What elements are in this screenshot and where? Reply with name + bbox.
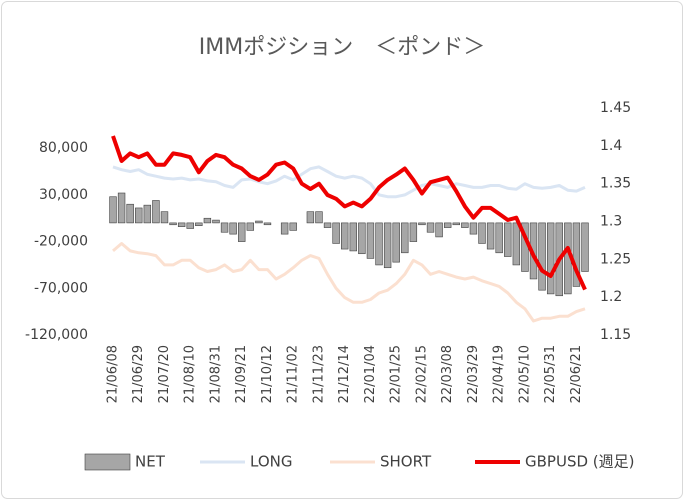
- bar: [280, 222, 289, 235]
- bar: [461, 222, 469, 228]
- bar: [349, 222, 357, 252]
- y2-tick-label: 1.2: [600, 289, 622, 305]
- bar: [418, 222, 426, 226]
- y2-tick-label: 1.25: [600, 251, 631, 267]
- legend-swatch: [84, 453, 131, 471]
- x-tick-label: 21/07/20: [157, 345, 172, 403]
- chart-title: IMMポジション ＜ポンド＞: [199, 35, 485, 60]
- bar: [341, 222, 349, 250]
- x-tick-label: 22/05/31: [543, 345, 558, 403]
- y2-tick-label: 1.3: [600, 214, 622, 230]
- line: [112, 242, 586, 323]
- bar: [435, 222, 443, 238]
- x-tick-label: 21/06/29: [131, 345, 146, 403]
- bar: [135, 207, 143, 224]
- x-tick-label: 22/03/29: [466, 345, 481, 403]
- x-tick-label: 22/03/08: [440, 345, 455, 403]
- bar: [546, 222, 555, 295]
- bar: [366, 222, 375, 259]
- x-tick-label: 22/02/15: [414, 345, 429, 403]
- bar: [143, 204, 152, 224]
- bar: [358, 222, 366, 255]
- bar: [452, 222, 460, 226]
- x-tick-label: 22/01/04: [363, 345, 378, 403]
- legend-label: NET: [135, 453, 166, 471]
- y2-tick-label: 1.45: [600, 100, 631, 116]
- x-tick-label: 22/06/21: [569, 345, 584, 403]
- bar: [383, 222, 392, 269]
- bar: [486, 222, 495, 250]
- bar: [220, 222, 229, 233]
- bar: [255, 220, 263, 224]
- line: [111, 135, 587, 291]
- y-tick-label: -20,000: [34, 234, 88, 250]
- bar: [426, 222, 435, 233]
- x-tick-label: 21/09/21: [234, 345, 249, 403]
- x-tick-label: 22/05/10: [517, 345, 532, 403]
- bar: [375, 222, 383, 266]
- x-tick-label: 22/01/25: [389, 345, 404, 403]
- x-tick-label: 21/08/31: [208, 345, 223, 403]
- bar: [478, 222, 486, 244]
- bar: [238, 222, 246, 242]
- bar: [152, 200, 160, 224]
- bar: [186, 222, 194, 229]
- bar: [572, 222, 581, 287]
- bar: [160, 211, 169, 224]
- bar: [229, 222, 237, 235]
- bar: [495, 222, 503, 254]
- legend-label: LONG: [250, 453, 292, 471]
- legend-label: SHORT: [380, 453, 432, 471]
- x-tick-label: 21/11/23: [311, 345, 326, 403]
- x-tick-label: 21/12/14: [337, 345, 352, 403]
- legend-label: GBPUSD (週足): [525, 453, 634, 471]
- bar: [212, 219, 220, 224]
- bar: [177, 222, 186, 227]
- y-tick-label: 80,000: [39, 140, 88, 156]
- y-tick-label: -70,000: [34, 280, 88, 296]
- bar: [538, 222, 546, 291]
- bar: [109, 196, 117, 224]
- y2-tick-label: 1.35: [600, 176, 631, 192]
- bar: [289, 222, 297, 231]
- x-tick-label: 21/10/12: [260, 345, 275, 403]
- x-tick-label: 21/11/02: [286, 345, 301, 403]
- bar: [126, 203, 134, 224]
- line: [112, 165, 586, 199]
- bar: [401, 222, 409, 254]
- bar: [117, 192, 126, 224]
- bar: [323, 222, 332, 228]
- bar: [504, 222, 512, 257]
- bar: [469, 222, 478, 235]
- x-tick-label: 22/04/19: [492, 345, 507, 403]
- y2-tick-label: 1.15: [600, 327, 631, 343]
- y-tick-label: 30,000: [39, 187, 88, 203]
- bar: [169, 222, 177, 226]
- bar: [581, 222, 589, 272]
- bar: [306, 211, 315, 224]
- bar: [315, 211, 323, 224]
- x-tick-label: 21/06/08: [106, 345, 121, 403]
- bar: [392, 222, 400, 263]
- bar: [195, 222, 203, 227]
- y-tick-label: -120,000: [25, 327, 88, 343]
- y2-tick-label: 1.4: [600, 138, 622, 154]
- bar: [409, 222, 418, 242]
- x-tick-label: 21/08/10: [183, 345, 198, 403]
- bar: [332, 222, 340, 244]
- bar: [203, 217, 212, 224]
- bar: [512, 222, 521, 266]
- bar: [443, 222, 452, 228]
- bar: [246, 222, 255, 231]
- bar: [263, 222, 272, 226]
